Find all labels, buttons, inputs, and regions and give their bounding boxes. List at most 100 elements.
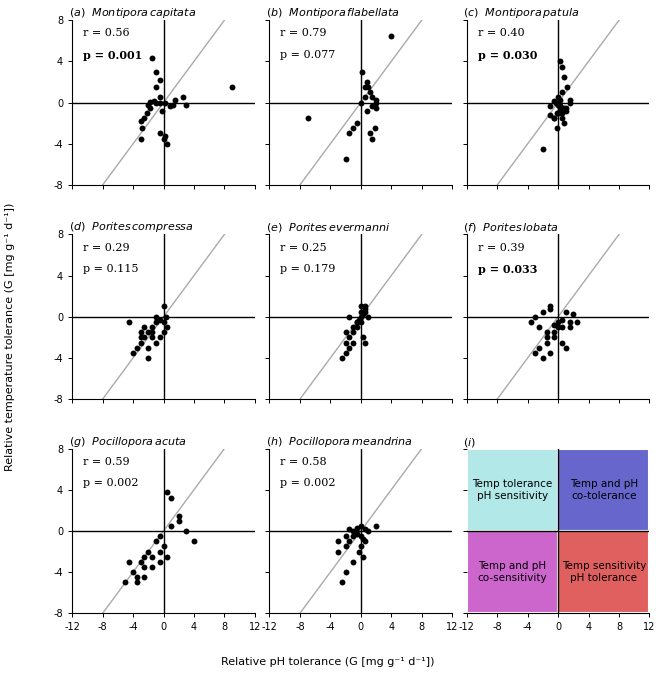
Point [534, 342, 544, 353]
Point [340, 567, 351, 578]
Text: r = 0.39: r = 0.39 [478, 243, 524, 253]
Point [551, 123, 562, 133]
Point [356, 520, 366, 531]
Point [135, 116, 146, 127]
Point [344, 311, 355, 322]
Point [549, 319, 560, 330]
Text: r = 0.40: r = 0.40 [478, 28, 524, 38]
Point [157, 105, 167, 116]
Text: p = 0.030: p = 0.030 [478, 50, 537, 61]
Point [564, 317, 575, 328]
Point [358, 534, 368, 545]
Point [560, 105, 571, 116]
Point [139, 113, 150, 123]
Point [139, 551, 150, 562]
Point [344, 524, 355, 534]
Point [572, 317, 583, 328]
Point [181, 526, 192, 537]
Point [538, 353, 548, 363]
Point [356, 530, 366, 541]
Point [359, 82, 370, 92]
Point [553, 107, 564, 119]
Point [557, 61, 567, 72]
Point [367, 100, 377, 111]
Point [356, 97, 366, 108]
Text: r = 0.59: r = 0.59 [83, 457, 130, 467]
Point [554, 100, 565, 111]
Point [352, 317, 362, 328]
Point [371, 520, 381, 531]
Point [162, 487, 173, 497]
Point [167, 99, 178, 110]
Text: Temp and pH
co-tolerance: Temp and pH co-tolerance [569, 479, 638, 501]
Point [541, 337, 552, 348]
Point [162, 321, 173, 332]
Point [344, 536, 355, 547]
Point [549, 332, 560, 343]
Point [154, 128, 165, 139]
Point [166, 493, 176, 503]
Point [154, 546, 165, 557]
Point [132, 342, 142, 353]
Point [564, 97, 575, 108]
Text: Temp tolerance
pH sensitivity: Temp tolerance pH sensitivity [472, 479, 552, 501]
Point [151, 536, 161, 547]
Point [545, 303, 556, 314]
Point [553, 99, 564, 110]
Point [359, 303, 370, 314]
Point [132, 577, 142, 588]
Point [352, 522, 362, 533]
Point [348, 327, 358, 338]
Text: p = 0.002: p = 0.002 [280, 479, 336, 488]
Point [143, 546, 154, 557]
Point [344, 128, 355, 139]
Point [147, 332, 157, 343]
Bar [558, 449, 649, 531]
Point [359, 536, 370, 547]
Point [559, 102, 569, 113]
Point [161, 311, 171, 322]
Point [526, 317, 537, 328]
Point [545, 301, 556, 312]
Point [135, 133, 146, 144]
Point [333, 546, 343, 557]
Text: p = 0.033: p = 0.033 [478, 264, 537, 275]
Point [354, 546, 364, 557]
Text: $\mathit{(h)}$  $\mathit{Pocillopora\/meandrina}$: $\mathit{(h)}$ $\mathit{Pocillopora\/mea… [266, 435, 413, 449]
Point [553, 317, 564, 328]
Point [371, 102, 381, 113]
Text: r = 0.58: r = 0.58 [280, 457, 327, 467]
Point [340, 530, 351, 541]
Point [562, 82, 573, 92]
Point [147, 321, 157, 332]
Point [189, 536, 199, 547]
Point [559, 71, 569, 82]
Point [302, 113, 313, 123]
Point [124, 557, 134, 568]
Point [181, 99, 192, 110]
Point [564, 321, 575, 332]
Point [557, 107, 567, 119]
Text: p = 0.077: p = 0.077 [280, 50, 336, 60]
Point [530, 347, 541, 358]
Point [551, 107, 562, 119]
Point [359, 92, 370, 103]
Point [340, 541, 351, 552]
Point [165, 100, 175, 111]
Point [371, 94, 381, 105]
Point [158, 317, 169, 328]
Point [356, 311, 366, 322]
Point [147, 53, 157, 64]
Point [151, 97, 161, 108]
Point [166, 520, 176, 531]
Point [541, 332, 552, 343]
Point [367, 92, 377, 103]
Point [359, 337, 370, 348]
Point [162, 138, 173, 149]
Point [139, 561, 150, 572]
Point [158, 327, 169, 338]
Point [160, 130, 171, 141]
Point [352, 321, 362, 332]
Point [135, 327, 146, 338]
Point [359, 301, 370, 312]
